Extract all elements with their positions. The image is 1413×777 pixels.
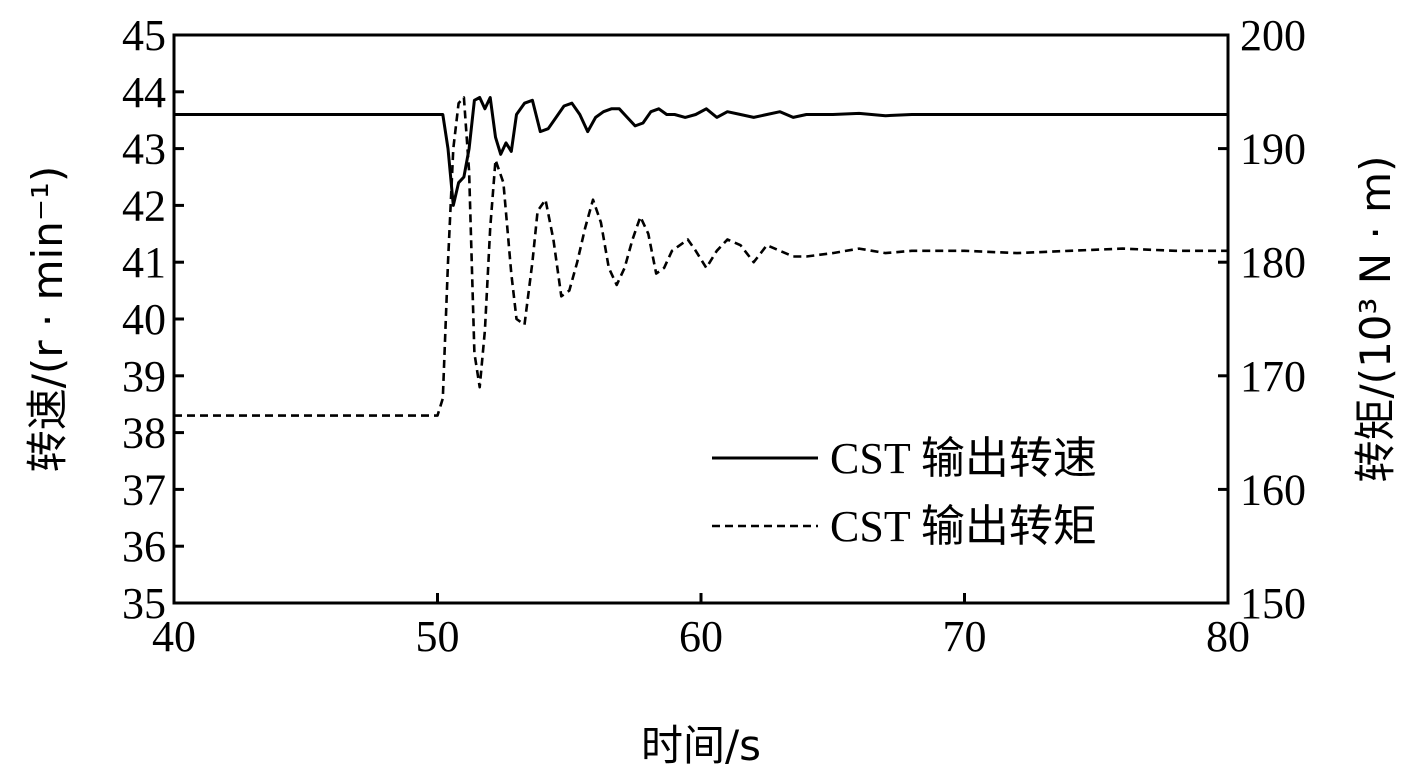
x-axis-title: 时间/s xyxy=(641,721,761,770)
y-left-tick-label: 39 xyxy=(122,352,166,401)
x-tick-label: 40 xyxy=(152,612,196,661)
y-left-tick-label: 44 xyxy=(122,68,166,117)
y-right-tick-label: 180 xyxy=(1240,238,1306,287)
y-right-tick-label: 190 xyxy=(1240,125,1306,174)
y-left-tick-label: 38 xyxy=(122,409,166,458)
y-right-tick-label: 200 xyxy=(1240,11,1306,60)
series-line-torque xyxy=(174,96,1228,417)
y-left-tick-label: 42 xyxy=(122,181,166,230)
x-tick-label: 70 xyxy=(943,612,987,661)
y-left-tick-label: 36 xyxy=(122,522,166,571)
series-layer xyxy=(174,96,1228,417)
legend: CST 输出转速 CST 输出转矩 xyxy=(712,434,1097,551)
y-right-tick-label: 170 xyxy=(1240,352,1306,401)
y-left-tick-label: 43 xyxy=(122,125,166,174)
axes-layer: 40 50 60 70 80 35 36 37 38 39 40 41 42 43 44 45 150 160 17… xyxy=(23,11,1400,770)
series-line-speed xyxy=(174,96,1228,207)
y-right-tick-label: 160 xyxy=(1240,465,1306,514)
y-left-tick-label: 35 xyxy=(122,579,166,628)
y-left-tick-label: 40 xyxy=(122,295,166,344)
legend-label-speed: CST 输出转速 xyxy=(830,434,1097,483)
x-tick-label: 80 xyxy=(1206,612,1250,661)
y-right-tick-label: 150 xyxy=(1240,579,1306,628)
y-left-axis-title: 转速/(r · min⁻¹) xyxy=(23,166,72,472)
y-left-tick-label: 45 xyxy=(122,11,166,60)
legend-label-torque: CST 输出转矩 xyxy=(830,502,1097,551)
y-right-axis-title: 转矩/(10³ N · m) xyxy=(1351,156,1400,483)
x-tick-label: 60 xyxy=(679,612,723,661)
y-left-tick-label: 41 xyxy=(122,238,166,287)
y-left-tick-label: 37 xyxy=(122,465,166,514)
x-tick-label: 50 xyxy=(416,612,460,661)
